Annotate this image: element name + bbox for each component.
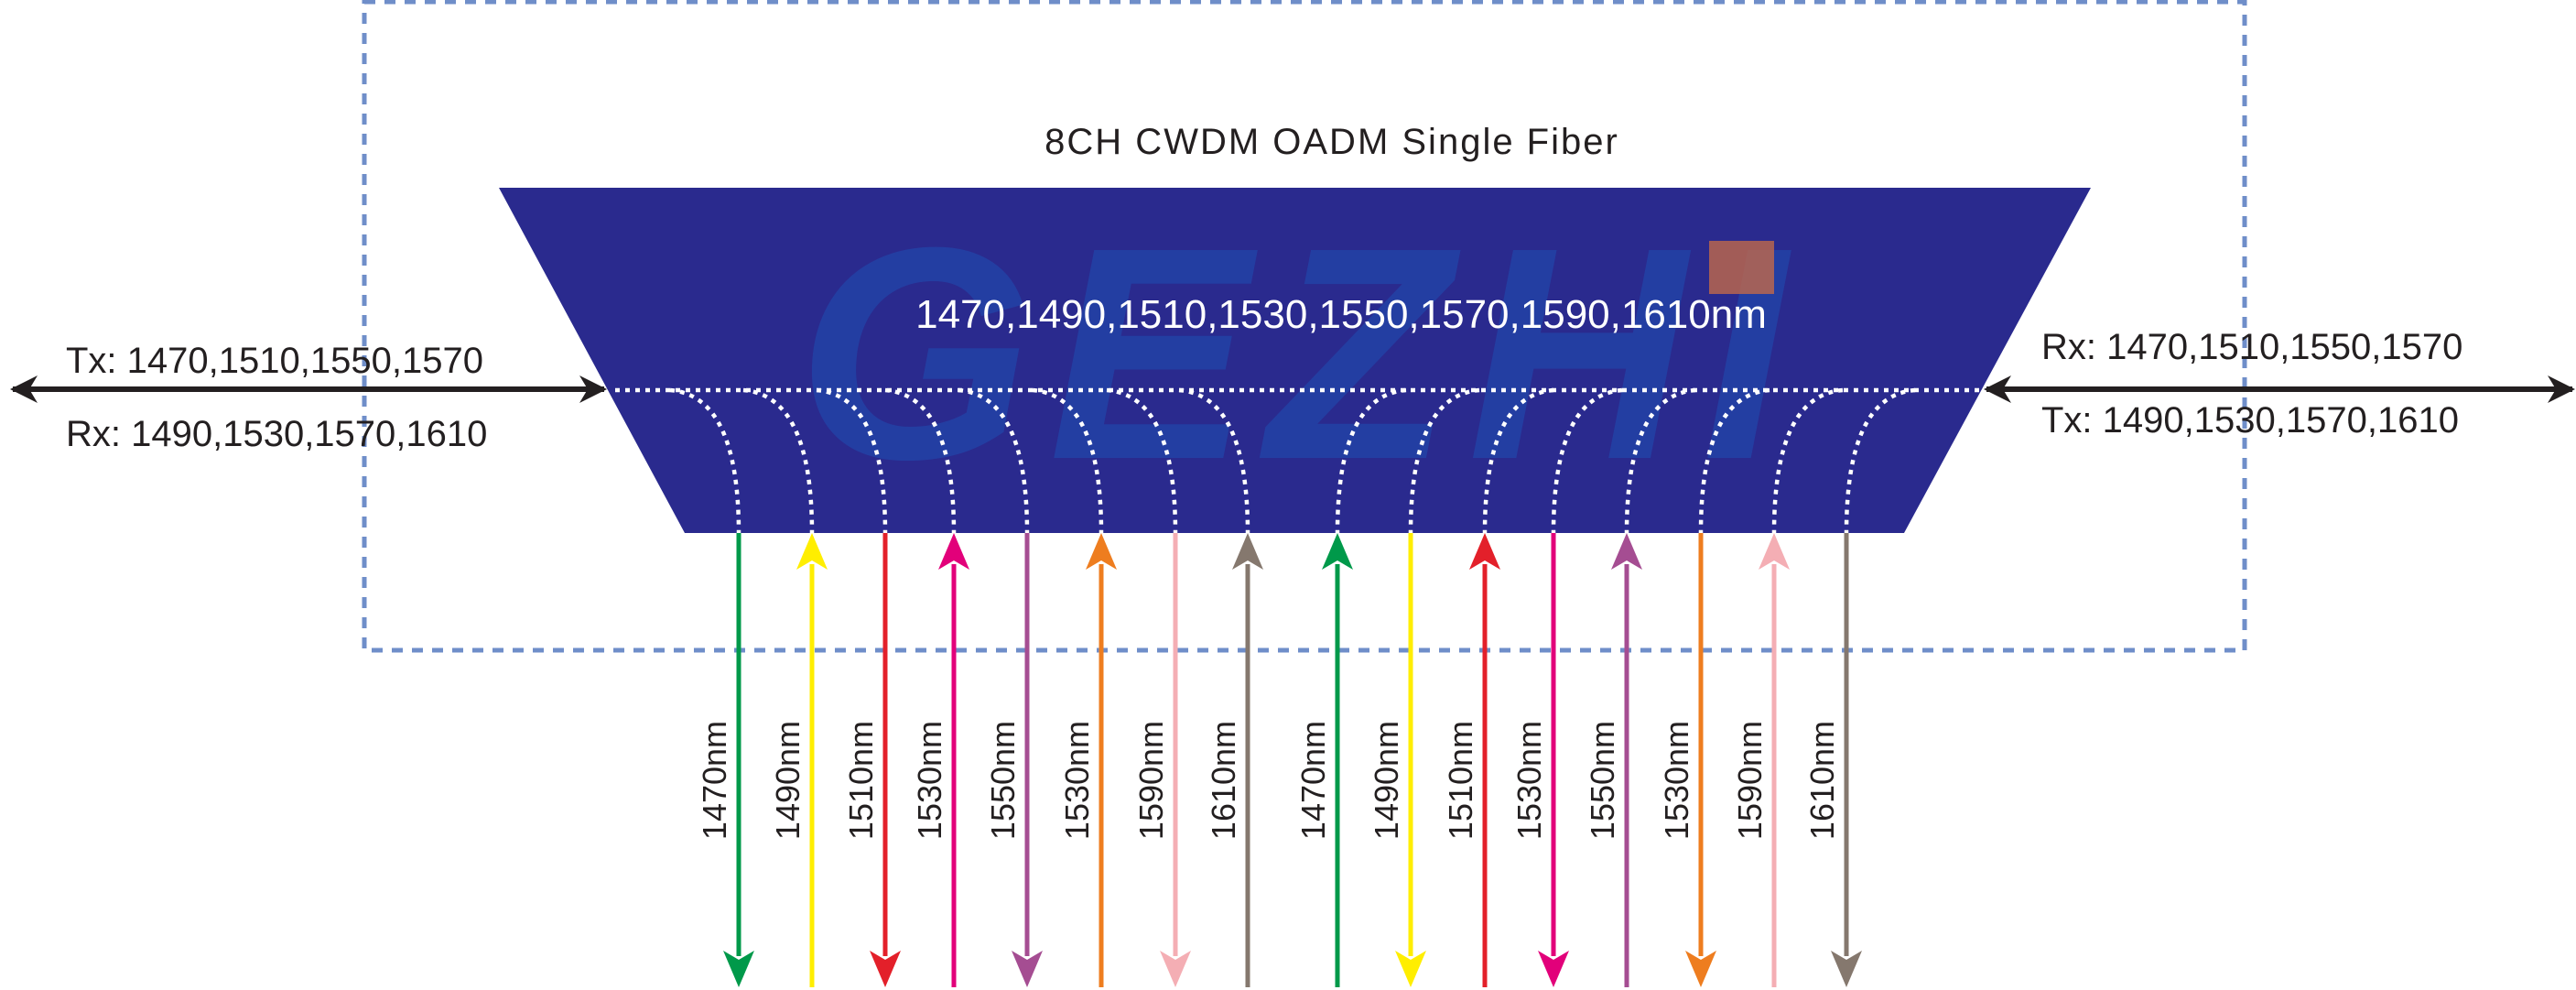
channel-wavelength-label: 1470nm (1294, 721, 1332, 840)
channel-10: 1490nm (1368, 533, 1426, 987)
channel-wavelength-label: 1610nm (1205, 721, 1242, 840)
right-tx-label: Tx: 1490,1530,1570,1610 (2041, 400, 2459, 441)
channel-arrow-head (723, 951, 754, 987)
channel-13: 1550nm (1584, 533, 1642, 987)
channel-arrow-head (938, 533, 969, 570)
branch-curve (1551, 387, 1623, 534)
channel-16: 1610nm (1803, 533, 1862, 987)
channel-arrow-head (1232, 533, 1263, 570)
channel-wavelength-label: 1530nm (1058, 721, 1096, 840)
branch-curve (884, 387, 957, 534)
branch-curve (816, 387, 888, 534)
channel-8: 1610nm (1205, 533, 1263, 987)
channel-wavelength-label: 1490nm (1368, 721, 1405, 840)
branch-curve (1032, 387, 1104, 534)
channel-14: 1530nm (1658, 533, 1716, 987)
branch-curve (958, 387, 1030, 534)
channel-arrow-head (1395, 951, 1426, 987)
branch-curve (1408, 387, 1480, 534)
left-tx-label: Tx: 1470,1510,1550,1570 (66, 341, 483, 381)
channel-6: 1530nm (1058, 533, 1117, 987)
branch-curve (669, 387, 741, 534)
left-rx-label: Rx: 1490,1530,1570,1610 (66, 414, 487, 454)
channel-arrow-head (1611, 533, 1642, 570)
channel-4: 1530nm (911, 533, 969, 987)
device-boundary (362, 0, 2247, 653)
channel-arrow-head (1831, 951, 1862, 987)
channel-2: 1490nm (769, 533, 828, 987)
channel-wavelength-label: 1470nm (696, 721, 733, 840)
channel-arrow-head (1160, 951, 1191, 987)
branch-curve (1335, 387, 1407, 534)
channel-wavelength-label: 1510nm (842, 721, 880, 840)
channel-arrow-head (1685, 951, 1716, 987)
channel-wavelength-label: 1530nm (911, 721, 948, 840)
oadm-module-body (499, 188, 2091, 533)
channel-wavelength-label: 1550nm (1584, 721, 1621, 840)
branch-curve (1844, 387, 1916, 534)
channel-7: 1590nm (1132, 533, 1191, 987)
channel-arrow-head (1086, 533, 1117, 570)
channel-5: 1550nm (984, 533, 1043, 987)
channel-arrow-head (1469, 533, 1500, 570)
channel-arrow-head (870, 951, 901, 987)
channel-arrow-head (1538, 951, 1569, 987)
watermark-logo: GEZHI (797, 184, 1802, 522)
channel-wavelength-label: 1590nm (1132, 721, 1170, 840)
channel-wavelength-label: 1510nm (1442, 721, 1479, 840)
branch-curves (669, 387, 1916, 534)
channel-wavelength-label: 1490nm (769, 721, 806, 840)
channel-wavelength-label: 1550nm (984, 721, 1022, 840)
channel-arrow-head (1322, 533, 1353, 570)
channel-3: 1510nm (842, 533, 901, 987)
branch-curve (1624, 387, 1696, 534)
branch-curve (1698, 387, 1770, 534)
channel-wavelength-label: 1530nm (1510, 721, 1548, 840)
channel-wavelength-label: 1610nm (1803, 721, 1841, 840)
watermark-logo-dot (1709, 241, 1774, 294)
channel-arrow-head (1759, 533, 1790, 570)
channel-9: 1470nm (1294, 533, 1353, 987)
branch-curve (742, 387, 815, 534)
channel-wavelength-label: 1590nm (1731, 721, 1769, 840)
channel-11: 1510nm (1442, 533, 1500, 987)
branch-curve (1482, 387, 1554, 534)
branch-curve (1771, 387, 1844, 534)
channel-arrow-head (1012, 951, 1043, 987)
channel-wavelength-label: 1530nm (1658, 721, 1695, 840)
channel-arrow-head (796, 533, 828, 570)
branch-curve (1106, 387, 1178, 534)
channel-1: 1470nm (696, 533, 754, 987)
channel-group: 1470nm 1490nm 1510nm 1530nm 1550nm 1530nm 1590… (696, 533, 1862, 987)
branch-curve (1178, 387, 1250, 534)
channel-15: 1590nm (1731, 533, 1790, 987)
channel-12: 1530nm (1510, 533, 1569, 987)
right-rx-label: Rx: 1470,1510,1550,1570 (2041, 327, 2462, 367)
center-wavelength-label: 1470,1490,1510,1530,1550,1570,1590,1610n… (915, 292, 1767, 337)
diagram-title: 8CH CWDM OADM Single Fiber (1044, 122, 1619, 162)
